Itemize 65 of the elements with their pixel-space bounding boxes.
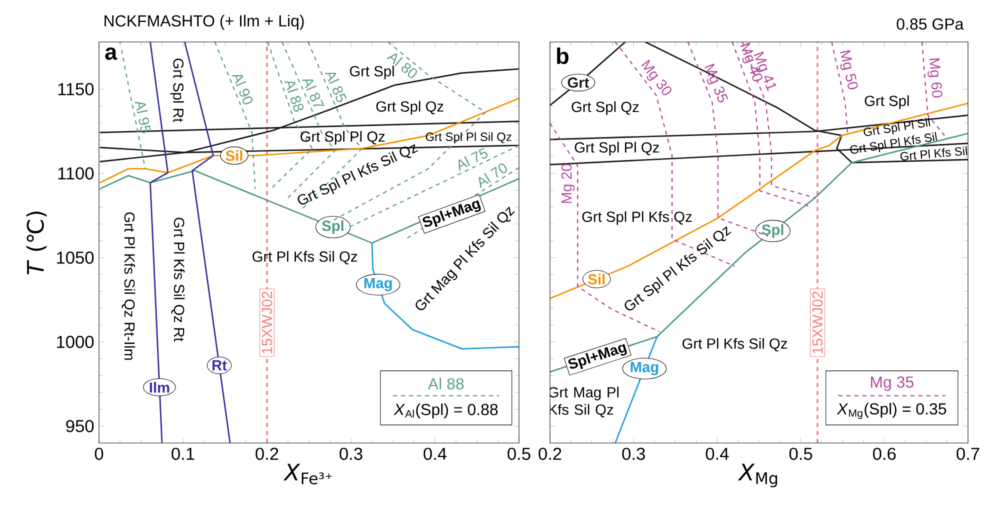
x-tick-label: 0.3 — [340, 448, 362, 460]
text: Al 88 — [284, 81, 304, 112]
series-label: Rt — [212, 360, 227, 370]
y-tick-label: 1050 — [57, 252, 94, 264]
annotation: Grt Spl Qz — [376, 100, 444, 115]
x-tick-label: 0.6 — [873, 448, 896, 460]
annotation: a — [105, 47, 118, 60]
text: Al 95 — [134, 102, 152, 134]
text: Mg 20 — [561, 164, 575, 203]
x-tick-label: 0.2 — [256, 448, 278, 460]
chart-title: NCKFMASHTO (+ Ilm + Liq) — [104, 14, 304, 30]
ref-line-label: 15XWJ02 — [812, 292, 823, 354]
annotation: Grt Spl Pl Kfs Qz — [582, 211, 692, 225]
annotation: Grt Spl Pl Kfs Sil Qz — [298, 144, 418, 205]
annotation: Al 88 — [428, 378, 464, 390]
text: Mg 50 — [840, 50, 858, 90]
series-label: Mag — [364, 278, 392, 292]
text: Mg 60 — [928, 58, 942, 98]
x-tick-label: 0.4 — [706, 448, 729, 460]
x-tick-label: 0.3 — [622, 448, 645, 460]
annotation: Grt Pl Kfs Sil Qz Rt — [171, 218, 185, 342]
annotation: Grt Pl Kfs Sil Qz — [252, 251, 358, 264]
y-tick-label: 1150 — [58, 83, 94, 96]
series-label: Spl — [322, 220, 344, 234]
text: Al 90 — [232, 75, 253, 104]
annotation: X$_{Mg}$(Spl) = 0.35 — [836, 402, 946, 420]
chart-title: 0.85 GPa — [896, 18, 964, 30]
annotation: b — [557, 47, 568, 64]
x-axis-title: X$_{Mg}$ — [738, 464, 778, 488]
annotation: Grt Pl Kfs Sil Qz — [682, 338, 787, 352]
annotation: Grt Spl Qz — [572, 101, 639, 115]
series-label: Ilm — [150, 382, 170, 393]
annotation: Grt Pl Kfs Sil Qz Rt-Ilm — [122, 212, 136, 360]
x-tick-label: 0.1 — [172, 448, 194, 460]
y-tick-label: 950 — [66, 420, 94, 432]
x-tick-label: 0.2 — [538, 448, 562, 460]
annotation: Grt Spl Pl Kfs Sil Qz — [624, 226, 732, 311]
x-tick-label: 0.5 — [789, 448, 812, 460]
y-axis-title: T (℃) — [26, 212, 47, 274]
ref-line-label: 15XWJ02 — [262, 292, 272, 354]
annotation: Grt Spl Pl Qz — [574, 142, 659, 156]
series-label: Grt — [568, 77, 590, 88]
x-tick-label: 0 — [94, 448, 104, 460]
annotation: Grt Pl Kfs Sil — [900, 146, 968, 160]
annotation: Grt Spl Rt — [170, 58, 184, 122]
y-tick-label: 1000 — [57, 336, 94, 348]
text: Al 85 — [324, 72, 347, 102]
text: Al 87 — [302, 79, 324, 106]
text: Mg 35 — [704, 63, 728, 102]
x-axis-title: X$_{Fe³⁺}$ — [283, 464, 332, 484]
series-label: Spl — [762, 224, 784, 238]
text: Mg 30 — [641, 60, 672, 96]
series-label: Sil — [226, 150, 242, 161]
annotation: Mg 35 — [871, 376, 914, 391]
x-tick-label: 0.5 — [508, 448, 530, 460]
annotation: Grt Spl Pl Sil Qz — [426, 132, 512, 144]
annotation: Grt Spl — [864, 95, 909, 109]
annotation: Grt Spl — [350, 66, 394, 80]
y-tick-label: 1100 — [58, 167, 94, 180]
annotation: Grt Spl Pl Qz — [300, 130, 385, 145]
x-tick-label: 0.4 — [424, 448, 447, 460]
series-label: Mag — [630, 362, 658, 376]
x-tick-label: 0.7 — [956, 448, 980, 460]
annotation: X$_{Al}$(Spl) = 0.88 — [394, 403, 498, 418]
series-label: Sil — [588, 274, 605, 285]
